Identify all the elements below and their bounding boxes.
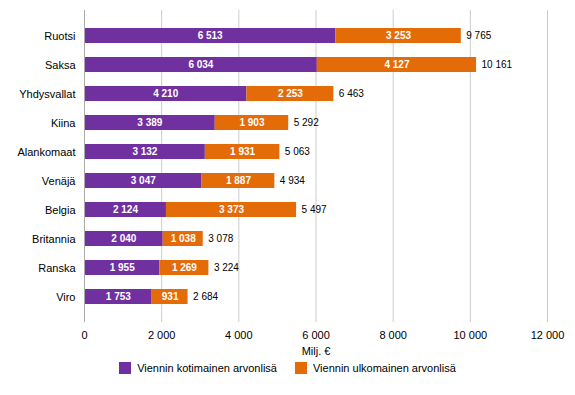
svg-text:0: 0 xyxy=(81,329,87,341)
svg-text:10 000: 10 000 xyxy=(454,329,488,341)
svg-text:Yhdysvallat: Yhdysvallat xyxy=(19,88,75,100)
svg-text:4 000: 4 000 xyxy=(225,329,253,341)
svg-text:4 127: 4 127 xyxy=(384,59,409,70)
svg-text:1 903: 1 903 xyxy=(239,117,264,128)
svg-text:Ranska: Ranska xyxy=(38,262,76,274)
svg-text:5 292: 5 292 xyxy=(294,117,319,128)
svg-text:931: 931 xyxy=(161,291,179,303)
svg-text:3 047: 3 047 xyxy=(131,175,156,186)
svg-text:4 210: 4 210 xyxy=(153,88,178,99)
svg-text:2 684: 2 684 xyxy=(193,291,219,303)
svg-text:6 034: 6 034 xyxy=(188,59,213,70)
svg-text:Alankomaat: Alankomaat xyxy=(17,146,75,158)
svg-text:6 463: 6 463 xyxy=(339,88,364,99)
svg-text:3 253: 3 253 xyxy=(386,30,411,41)
svg-text:Ruotsi: Ruotsi xyxy=(44,30,75,42)
svg-text:Belgia: Belgia xyxy=(45,204,76,216)
svg-text:Venäjä: Venäjä xyxy=(42,175,77,187)
svg-text:Saksa: Saksa xyxy=(45,59,76,71)
svg-text:3 389: 3 389 xyxy=(137,117,162,128)
svg-text:Kiina: Kiina xyxy=(51,117,76,129)
svg-text:Viro: Viro xyxy=(56,291,75,303)
svg-text:4 934: 4 934 xyxy=(280,175,305,186)
svg-text:8 000: 8 000 xyxy=(379,329,407,341)
svg-text:3 373: 3 373 xyxy=(219,204,244,215)
svg-text:6 513: 6 513 xyxy=(198,30,223,41)
svg-text:2 040: 2 040 xyxy=(111,233,136,244)
svg-text:2 124: 2 124 xyxy=(113,204,138,215)
svg-text:3 132: 3 132 xyxy=(132,146,157,157)
svg-text:9 765: 9 765 xyxy=(466,30,491,41)
svg-text:3 078: 3 078 xyxy=(208,233,233,244)
svg-text:1 955: 1 955 xyxy=(110,262,135,273)
svg-text:Milj. €: Milj. € xyxy=(302,345,331,357)
svg-text:1 269: 1 269 xyxy=(172,262,197,273)
svg-text:5 497: 5 497 xyxy=(302,204,327,215)
svg-text:1 887: 1 887 xyxy=(226,175,251,186)
svg-text:2 253: 2 253 xyxy=(278,88,303,99)
svg-text:5 063: 5 063 xyxy=(285,146,310,157)
svg-text:10 161: 10 161 xyxy=(482,59,513,70)
svg-text:Britannia: Britannia xyxy=(32,233,76,245)
svg-text:12 000: 12 000 xyxy=(531,329,565,341)
svg-text:2 000: 2 000 xyxy=(148,329,176,341)
html-text:Viennin kotimainen arvonlisä: Viennin kotimainen arvonlisä xyxy=(137,362,277,374)
svg-text:1 753: 1 753 xyxy=(105,291,131,303)
svg-text:3 224: 3 224 xyxy=(214,262,239,273)
svg-text:6 000: 6 000 xyxy=(302,329,330,341)
svg-text:1 931: 1 931 xyxy=(230,146,255,157)
html-text:Viennin ulkomainen arvonlisä: Viennin ulkomainen arvonlisä xyxy=(313,362,456,374)
svg-text:1 038: 1 038 xyxy=(171,233,196,244)
